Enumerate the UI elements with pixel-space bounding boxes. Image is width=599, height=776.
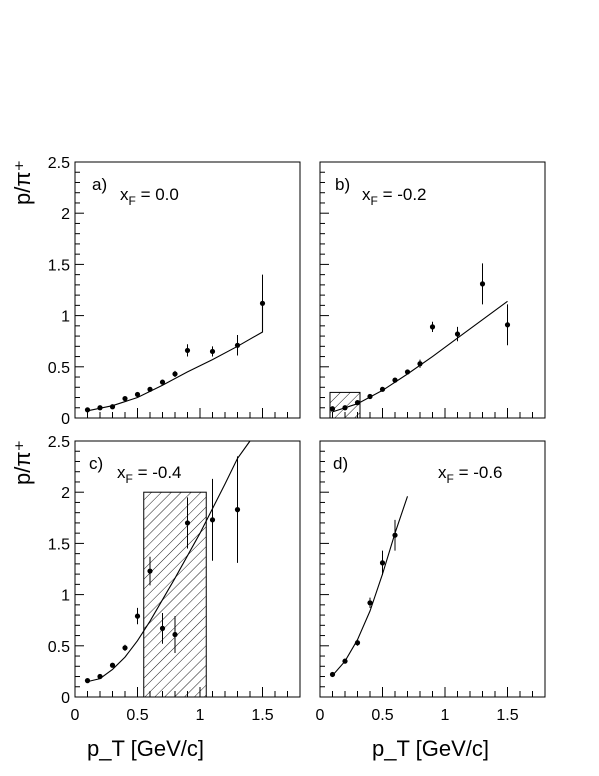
data-point	[404, 369, 411, 375]
panel-a: 0 0.5 1 1.5 2 2.5 a) xF = 0.0	[48, 155, 301, 428]
data-point	[184, 520, 191, 526]
x-tick-label: 1	[196, 707, 205, 724]
y-tick-label: 0.5	[48, 639, 70, 656]
y-tick-label: 1	[61, 309, 70, 326]
panel-label: a)	[92, 175, 107, 194]
data-point	[159, 379, 166, 385]
xlabel-left-text: p_T [GeV/c]	[87, 736, 204, 761]
x-tick-label: 0	[71, 707, 80, 724]
panel-label: c)	[89, 454, 103, 473]
y-tick-label: 2.5	[48, 155, 70, 172]
ylabel-bottom-text: p/π⁺	[10, 440, 35, 485]
model-curve	[87, 440, 251, 683]
data-point	[367, 600, 373, 606]
data-point	[147, 568, 153, 574]
data-point	[259, 300, 266, 306]
xlabel-left: p_T [GeV/c]	[87, 736, 204, 761]
data-point	[172, 371, 178, 377]
xf-annotation: xF = -0.2	[362, 185, 427, 208]
data-point	[329, 671, 336, 678]
panel-frame	[319, 161, 546, 419]
data-point	[97, 405, 103, 411]
data-point	[184, 347, 191, 354]
panel-label: b)	[335, 175, 350, 194]
y-tick-label: 1.5	[48, 257, 70, 274]
y-tick-label: 1	[61, 588, 70, 605]
data-point	[109, 662, 116, 668]
model-curve	[87, 303, 264, 412]
x-tick-label: 0.5	[371, 707, 393, 724]
y-tick-label: 0.5	[48, 360, 70, 377]
x-tick-label: 0	[316, 707, 325, 724]
x-tick-label: 1.5	[496, 707, 518, 724]
data-point	[392, 377, 398, 383]
data-point	[354, 640, 361, 646]
ylabel-top: p/π⁺	[10, 160, 35, 205]
y-tick-label: 1.5	[48, 536, 70, 553]
data-point	[234, 507, 241, 513]
x-tick-label: 1	[441, 707, 450, 724]
xlabel-right-text: p_T [GeV/c]	[372, 736, 489, 761]
xf-annotation: xF = 0.0	[120, 185, 179, 208]
systematic-band	[143, 491, 207, 698]
data-point	[209, 517, 216, 523]
model-curve	[332, 496, 409, 676]
y-tick-label: 0	[61, 690, 70, 707]
data-point	[392, 532, 398, 538]
data-point	[109, 404, 116, 410]
data-point	[147, 386, 153, 392]
data-point	[379, 386, 386, 392]
data-point	[122, 645, 128, 651]
data-point	[97, 673, 103, 680]
data-point	[379, 560, 386, 566]
ylabel-top-text: p/π⁺	[10, 160, 35, 205]
panel-label: d)	[333, 454, 348, 473]
panel-frame	[74, 161, 301, 419]
panel-c: 0 0.5 1 1.5 2 2.5 0 0.5 1 1.5 c) xF = -0.4	[48, 434, 301, 724]
panel-d: 0 0.5 1 1.5 d) xF = -0.6	[316, 440, 546, 724]
data-point	[172, 631, 178, 638]
data-point	[342, 658, 348, 664]
x-tick-label: 1.5	[251, 707, 273, 724]
data-point	[134, 613, 141, 619]
y-tick-label: 0	[61, 411, 70, 428]
data-point	[342, 405, 348, 411]
data-point	[84, 407, 91, 413]
data-point	[209, 348, 216, 355]
panel-frame	[319, 440, 546, 698]
data-point	[134, 391, 141, 398]
data-point	[354, 400, 361, 406]
x-tick-label: 0.5	[126, 707, 148, 724]
panel-b: b) xF = -0.2	[319, 161, 546, 419]
y-tick-label: 2	[61, 485, 70, 502]
data-point	[367, 393, 373, 400]
data-point	[504, 322, 511, 328]
data-point	[429, 324, 436, 330]
data-point	[234, 342, 241, 348]
ylabel-bottom: p/π⁺	[10, 440, 35, 485]
xf-annotation: xF = -0.6	[438, 463, 503, 486]
data-point	[122, 395, 128, 402]
xlabel-right: p_T [GeV/c]	[372, 736, 489, 761]
xf-annotation: xF = -0.4	[117, 463, 182, 486]
data-point	[84, 678, 91, 684]
data-point	[479, 281, 486, 287]
y-tick-label: 2.5	[48, 434, 70, 451]
y-tick-label: 2	[61, 206, 70, 223]
data-point	[417, 361, 423, 367]
data-point	[159, 625, 166, 631]
data-point	[454, 331, 461, 337]
data-point	[329, 406, 336, 412]
